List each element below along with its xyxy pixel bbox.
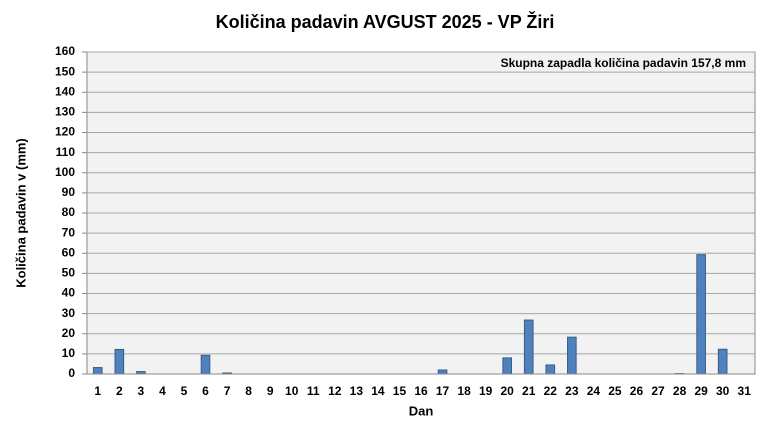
x-tick-label: 22	[544, 384, 558, 398]
y-tick-label: 160	[55, 44, 75, 58]
y-tick-label: 100	[55, 165, 75, 179]
x-tick-label: 24	[587, 384, 601, 398]
x-tick-label: 8	[245, 384, 252, 398]
bar	[114, 348, 125, 375]
x-tick-label: 29	[694, 384, 708, 398]
x-tick-label: 7	[224, 384, 231, 398]
x-tick-label: 9	[267, 384, 274, 398]
x-tick-label: 27	[651, 384, 665, 398]
x-tick-label: 14	[371, 384, 385, 398]
x-tick-label: 13	[350, 384, 364, 398]
x-tick-label: 25	[608, 384, 622, 398]
y-tick-label: 90	[62, 185, 76, 199]
x-tick-label: 31	[738, 384, 752, 398]
y-tick-label: 50	[62, 266, 76, 280]
x-axis-title: Dan	[409, 403, 434, 418]
bar	[567, 336, 577, 375]
bar	[696, 254, 706, 375]
y-tick-label: 80	[62, 205, 76, 219]
x-tick-label: 30	[716, 384, 730, 398]
x-tick-label: 2	[116, 384, 123, 398]
x-tick-label: 26	[630, 384, 644, 398]
x-tick-label: 19	[479, 384, 493, 398]
x-tick-label: 17	[436, 384, 450, 398]
y-tick-label: 110	[56, 145, 76, 159]
x-tick-label: 3	[138, 384, 145, 398]
y-tick-label: 30	[62, 306, 76, 320]
x-tick-label: 12	[328, 384, 342, 398]
chart-title: Količina padavin AVGUST 2025 - VP Žiri	[216, 11, 555, 32]
y-tick-label: 140	[55, 84, 75, 98]
y-tick-label: 60	[62, 245, 76, 259]
bar	[92, 367, 103, 375]
bar	[437, 369, 448, 375]
x-tick-label: 11	[307, 384, 320, 398]
x-tick-label: 16	[414, 384, 428, 398]
bar	[200, 354, 211, 375]
y-tick-label: 120	[55, 125, 75, 139]
x-tick-label: 5	[181, 384, 188, 398]
x-tick-label: 15	[393, 384, 407, 398]
x-tick-label: 23	[565, 384, 579, 398]
y-tick-label: 150	[55, 64, 75, 78]
x-tick-label: 20	[501, 384, 515, 398]
y-tick-label: 0	[68, 366, 75, 380]
y-axis-title: Količina padavin v (mm)	[13, 138, 28, 288]
y-tick-label: 10	[62, 346, 76, 360]
bar	[545, 364, 556, 375]
x-tick-label: 18	[457, 384, 471, 398]
y-tick-label: 70	[62, 225, 76, 239]
y-tick-label: 40	[62, 286, 76, 300]
x-tick-label: 10	[285, 384, 299, 398]
bar	[523, 319, 534, 375]
bar	[502, 357, 513, 375]
x-tick-label: 4	[159, 384, 166, 398]
annotation: Skupna zapadla količina padavin 157,8 mm	[501, 56, 746, 70]
x-tick-label: 1	[94, 384, 101, 398]
x-tick-label: 28	[673, 384, 687, 398]
y-tick-label: 130	[55, 105, 75, 119]
x-tick-label: 21	[522, 384, 536, 398]
x-tick-label: 6	[202, 384, 209, 398]
y-tick-label: 20	[62, 326, 76, 340]
bar	[717, 348, 728, 375]
